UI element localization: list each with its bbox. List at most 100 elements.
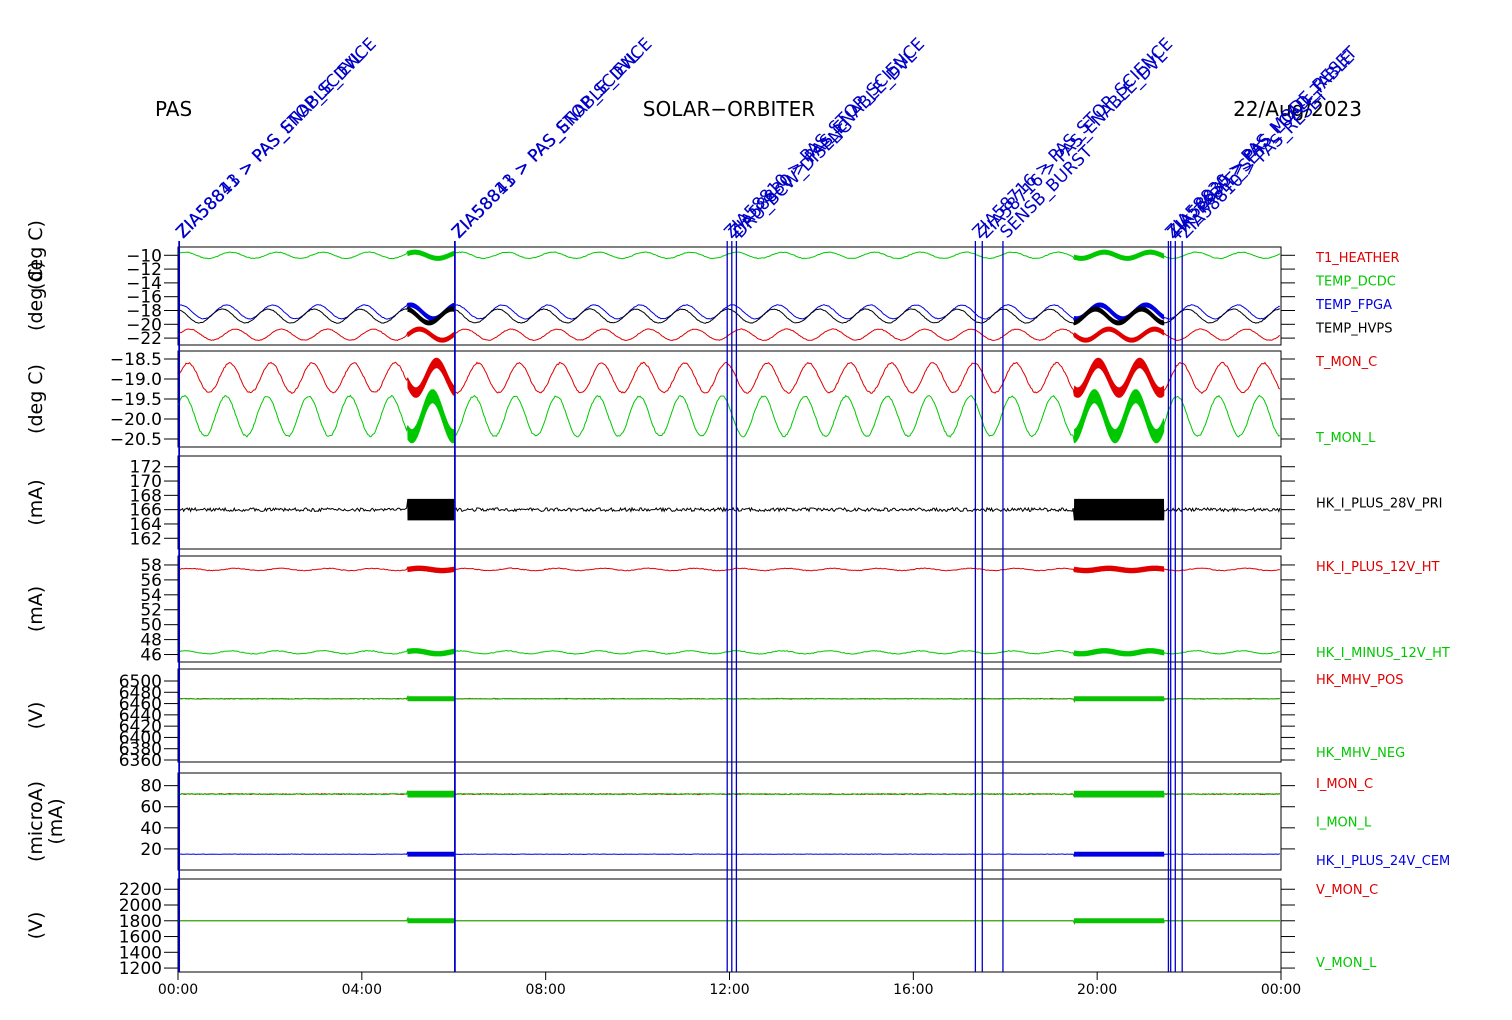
y-tick-label: 172 bbox=[130, 458, 162, 478]
panel-2: −18.5−19.0−19.5−20.0−20.5 (deg C) T_MON_C T… bbox=[25, 350, 1377, 450]
y-tick-label: −16 bbox=[126, 288, 162, 308]
legend-label: HK_MHV_NEG bbox=[1316, 746, 1405, 761]
legend-label: T_MON_L bbox=[1315, 431, 1376, 446]
y-tick-label: 60 bbox=[140, 798, 162, 818]
y-tick-label: −12 bbox=[126, 260, 162, 280]
x-tick-label: 12:00 bbox=[709, 982, 749, 998]
series-line bbox=[178, 326, 1281, 343]
x-tick-label: 00:00 bbox=[1261, 982, 1301, 998]
time-axis: 00:00 04:00 08:00 12:00 16:00 20:00 00:00 bbox=[158, 972, 1301, 998]
series-line bbox=[178, 694, 1281, 704]
panel-frame bbox=[177, 668, 1282, 763]
panel-1: −10−12−14−16−18−20−22 (deg C)(deg C) T1_HE… bbox=[25, 220, 1400, 349]
y-tick-label: −20.0 bbox=[110, 410, 162, 430]
y-tick-label: −22 bbox=[126, 329, 162, 349]
legend-label: TEMP_HVPS bbox=[1315, 322, 1392, 337]
y-tick-label: 6500 bbox=[119, 672, 162, 692]
y-tick-label: 46 bbox=[140, 646, 162, 666]
y-tick-label: 6400 bbox=[119, 728, 162, 748]
series-line bbox=[178, 498, 1281, 521]
x-tick-label: 20:00 bbox=[1077, 982, 1117, 998]
y-tick-label: 168 bbox=[130, 486, 162, 506]
y-tick-label: 6360 bbox=[119, 751, 162, 771]
series-group bbox=[178, 565, 1281, 657]
y-axis-label: (deg C) bbox=[25, 261, 47, 331]
y-axis-label-repeat: (deg C) bbox=[25, 220, 47, 290]
y-tick-label: 2000 bbox=[119, 896, 162, 916]
legend-label: V_MON_L bbox=[1316, 956, 1377, 971]
series-group bbox=[178, 498, 1281, 521]
series-line bbox=[178, 851, 1280, 857]
series-line bbox=[178, 249, 1281, 261]
date-label: 22/Aug/2023 bbox=[1233, 97, 1362, 121]
y-tick-label: 6420 bbox=[119, 717, 162, 737]
series-group bbox=[178, 249, 1281, 343]
series-line bbox=[178, 565, 1280, 574]
y-tick-label: 1600 bbox=[119, 928, 162, 948]
y-axis-label: (deg C) bbox=[25, 364, 47, 434]
y-tick-label: −18.5 bbox=[110, 350, 162, 370]
y-tick-label: 6440 bbox=[119, 706, 162, 726]
series-line bbox=[178, 790, 1280, 798]
series-group bbox=[178, 694, 1281, 704]
legend-label: V_MON_C bbox=[1316, 883, 1378, 898]
series-line bbox=[178, 916, 1280, 925]
y-axis-label: (mA) bbox=[25, 479, 47, 525]
y-tick-label: 80 bbox=[140, 777, 162, 797]
y-axis-label: (V) bbox=[25, 702, 47, 730]
series-group bbox=[178, 916, 1280, 925]
y-tick-label: −18 bbox=[126, 301, 162, 321]
y-tick-label: 164 bbox=[130, 515, 162, 535]
y-tick-label: 162 bbox=[130, 529, 162, 549]
y-tick-label: −20.5 bbox=[110, 430, 162, 450]
legend-label: I_MON_L bbox=[1316, 816, 1372, 831]
y-tick-label: 40 bbox=[140, 819, 162, 839]
legend-label: HK_MHV_POS bbox=[1316, 673, 1404, 688]
y-axis-label: (V) bbox=[25, 912, 47, 940]
y-tick-label: 54 bbox=[140, 586, 162, 606]
legend-label: HK_I_PLUS_28V_PRI bbox=[1316, 497, 1442, 512]
y-tick-label: 2200 bbox=[119, 880, 162, 900]
panel-frame bbox=[177, 772, 1282, 871]
y-tick-label: 170 bbox=[130, 472, 162, 492]
panel-frame bbox=[177, 246, 1282, 346]
mission-label: SOLAR−ORBITER bbox=[643, 97, 815, 121]
legend-label: I_MON_C bbox=[1316, 777, 1373, 792]
y-tick-label: 1400 bbox=[119, 943, 162, 963]
x-tick-label: 04:00 bbox=[342, 982, 382, 998]
x-tick-label: 08:00 bbox=[525, 982, 565, 998]
y-tick-label: 6460 bbox=[119, 695, 162, 715]
legend-label: HK_I_MINUS_12V_HT bbox=[1316, 646, 1450, 661]
y-tick-label: 6480 bbox=[119, 683, 162, 703]
y-tick-label: −20 bbox=[126, 315, 162, 335]
y-tick-label: −19.0 bbox=[110, 370, 162, 390]
y-tick-label: 166 bbox=[130, 501, 162, 521]
series-line bbox=[178, 389, 1281, 444]
series-group bbox=[178, 357, 1281, 444]
x-tick-label: 16:00 bbox=[893, 982, 933, 998]
y-tick-label: 50 bbox=[140, 616, 162, 636]
y-axis-label: (mA) bbox=[25, 586, 47, 632]
y-tick-label: 1800 bbox=[119, 912, 162, 932]
series-line bbox=[178, 648, 1281, 657]
series-group bbox=[178, 790, 1280, 857]
y-tick-label: 56 bbox=[140, 571, 162, 591]
legend-label: TEMP_DCDC bbox=[1315, 275, 1396, 290]
y-tick-label: −10 bbox=[126, 246, 162, 266]
y-tick-label: 52 bbox=[140, 601, 162, 621]
x-tick-label: 00:00 bbox=[158, 982, 198, 998]
y-tick-label: −14 bbox=[126, 274, 162, 294]
series-line bbox=[178, 357, 1281, 398]
legend-label: T_MON_C bbox=[1315, 355, 1377, 370]
y-tick-label: 48 bbox=[140, 631, 162, 651]
y-tick-label: 58 bbox=[140, 556, 162, 576]
panel-frame bbox=[177, 555, 1282, 663]
event-lines bbox=[178, 241, 1183, 972]
y-axis-label: (microA) bbox=[25, 781, 47, 862]
legend-label: TEMP_FPGA bbox=[1315, 298, 1392, 313]
